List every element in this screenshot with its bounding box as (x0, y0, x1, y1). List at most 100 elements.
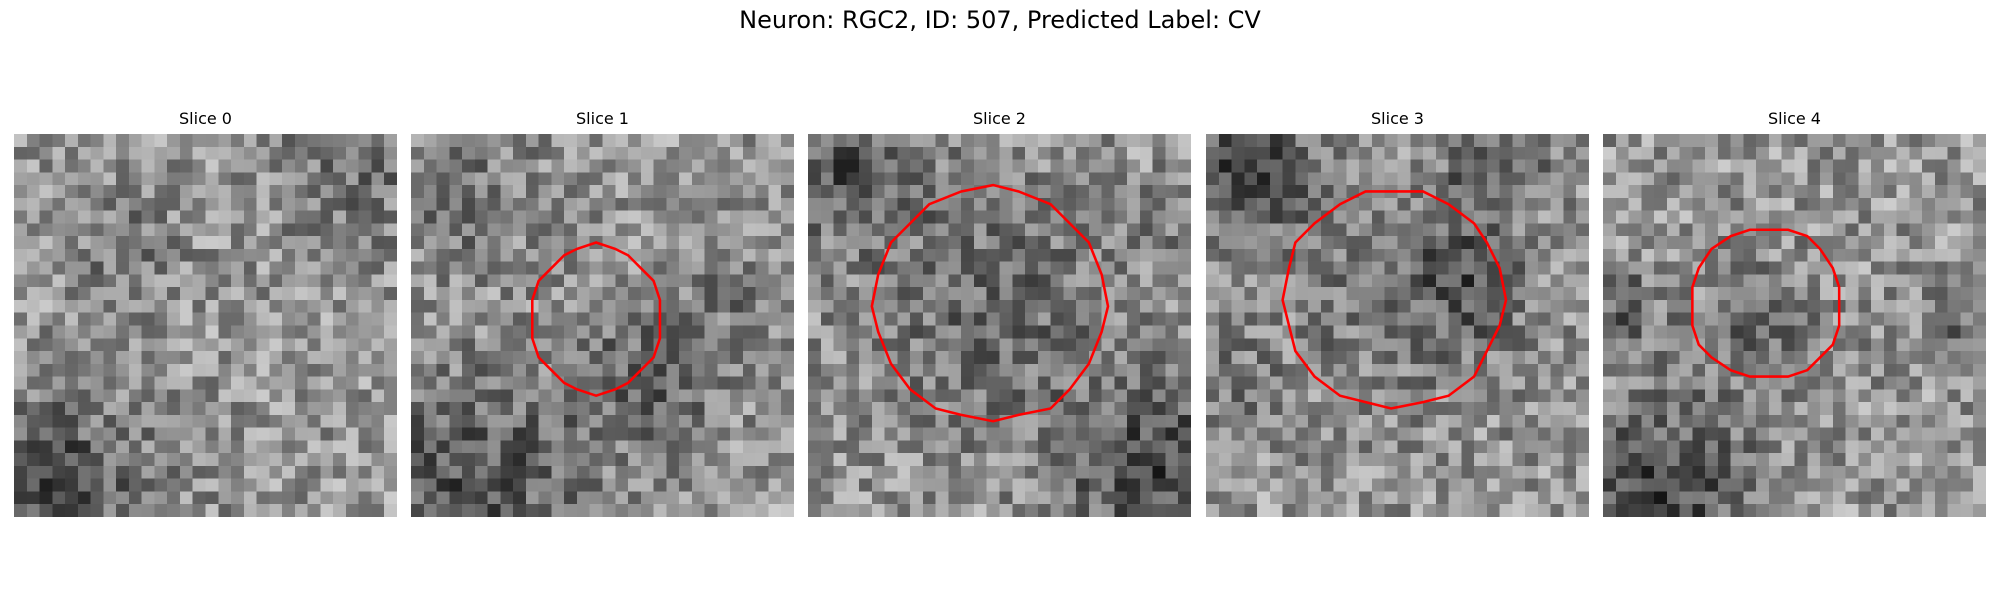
pixel (1499, 351, 1513, 365)
pixel (999, 146, 1013, 160)
pixel (1333, 338, 1347, 352)
pixel (538, 402, 552, 416)
pixel (999, 427, 1013, 441)
pixel (1896, 427, 1910, 441)
pixel (243, 414, 257, 428)
pixel (1768, 172, 1782, 186)
pixel (487, 134, 501, 148)
pixel (742, 172, 756, 186)
pixel (833, 197, 847, 211)
slice-title-1: Slice 1 (576, 109, 629, 128)
pixel (1333, 376, 1347, 390)
pixel (1896, 351, 1910, 365)
pixel (307, 299, 321, 313)
pixel (948, 261, 962, 275)
pixel (1871, 146, 1885, 160)
pixel (436, 299, 450, 313)
pixel (320, 261, 334, 275)
pixel (1871, 465, 1885, 479)
pixel (615, 210, 629, 224)
pixel (1114, 134, 1128, 148)
pixel (1845, 491, 1859, 505)
pixel (1257, 312, 1271, 326)
pixel (307, 210, 321, 224)
pixel (462, 312, 476, 326)
pixel (1152, 299, 1166, 313)
pixel (282, 504, 296, 517)
pixel (742, 134, 756, 148)
pixel (935, 338, 949, 352)
pixel (1947, 325, 1961, 339)
pixel (1768, 402, 1782, 416)
pixel (39, 414, 53, 428)
pixel (1756, 363, 1770, 377)
pixel (1576, 223, 1589, 237)
pixel (128, 363, 142, 377)
pixel (1063, 453, 1077, 467)
pixel (1257, 236, 1271, 250)
pixel (871, 197, 885, 211)
pixel (1486, 465, 1500, 479)
pixel (1934, 134, 1948, 148)
pixel (820, 338, 834, 352)
pixel (116, 465, 130, 479)
pixel (1871, 453, 1885, 467)
pixel (423, 261, 437, 275)
pixel (474, 363, 488, 377)
pixel (986, 134, 1000, 148)
pixel (282, 210, 296, 224)
pixel (1550, 223, 1564, 237)
pixel (1858, 363, 1872, 377)
pixel (52, 299, 66, 313)
pixel (436, 210, 450, 224)
pixel (1960, 172, 1974, 186)
pixel (704, 325, 718, 339)
pixel (141, 172, 155, 186)
pixel (371, 248, 385, 262)
pixel (77, 338, 91, 352)
pixel (1525, 159, 1539, 173)
pixel (1178, 338, 1191, 352)
pixel (1896, 134, 1910, 148)
pixel (1139, 146, 1153, 160)
pixel (589, 210, 603, 224)
pixel (128, 478, 142, 492)
pixel (1666, 274, 1680, 288)
pixel (1101, 134, 1115, 148)
pixel (65, 261, 79, 275)
pixel (999, 172, 1013, 186)
pixel (781, 389, 794, 403)
pixel (231, 504, 245, 517)
pixel (243, 134, 257, 148)
pixel (116, 351, 130, 365)
slice-image-2 (808, 134, 1191, 517)
pixel (116, 312, 130, 326)
pixel (666, 210, 680, 224)
pixel (666, 440, 680, 454)
pixel (1832, 402, 1846, 416)
pixel (615, 312, 629, 326)
pixel (1474, 376, 1488, 390)
pixel (1088, 312, 1102, 326)
pixel (1563, 197, 1577, 211)
pixel (1359, 261, 1373, 275)
pixel (1832, 453, 1846, 467)
pixel (1705, 146, 1719, 160)
pixel (358, 389, 372, 403)
pixel (500, 248, 514, 262)
pixel (781, 159, 794, 173)
pixel (320, 491, 334, 505)
pixel (205, 146, 219, 160)
pixel (1101, 338, 1115, 352)
pixel (231, 312, 245, 326)
pixel (576, 312, 590, 326)
pixel (52, 236, 66, 250)
pixel (449, 363, 463, 377)
pixel (820, 261, 834, 275)
pixel (1435, 402, 1449, 416)
pixel (1576, 299, 1589, 313)
pixel (1448, 248, 1462, 262)
pixel (897, 491, 911, 505)
pixel (411, 159, 425, 173)
pixel (1973, 338, 1986, 352)
